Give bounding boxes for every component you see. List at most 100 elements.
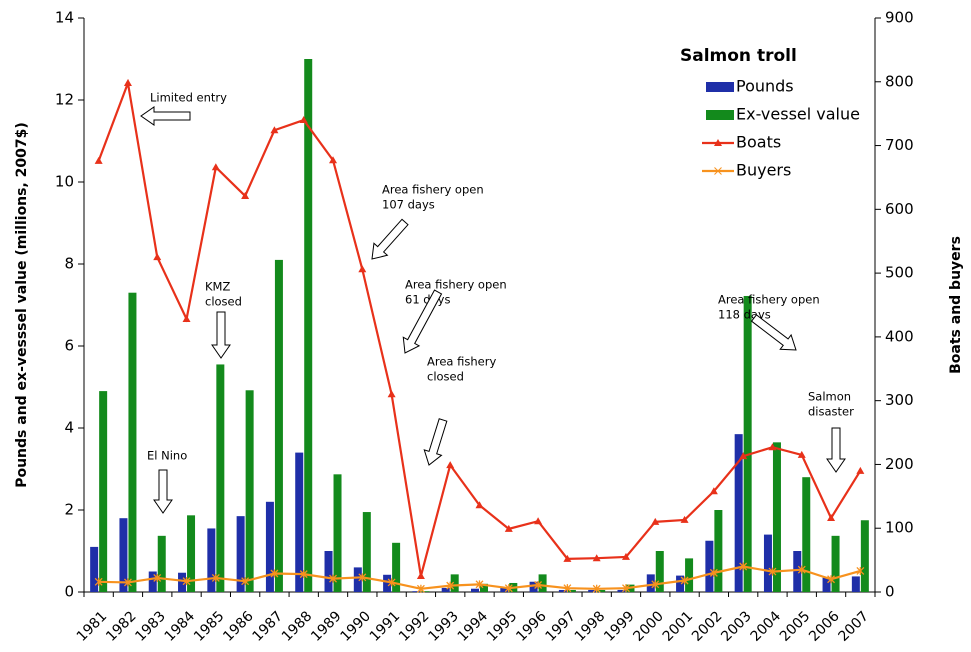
x-tick-label: 1992 (396, 608, 433, 645)
bar (99, 391, 108, 592)
marker (651, 517, 660, 525)
bar (793, 551, 802, 592)
x-tick-label: 1997 (543, 608, 580, 645)
marker (211, 573, 220, 582)
x-tick-label: 1993 (425, 608, 462, 645)
bar (392, 542, 401, 592)
bar (90, 546, 99, 592)
bar (714, 510, 723, 592)
bar (471, 588, 479, 592)
legend-swatch (706, 82, 734, 92)
marker (797, 450, 806, 458)
y-axis-label: Pounds and ex-vesssel value (millions, 2… (14, 122, 30, 488)
annotation: Area fishery open (405, 278, 507, 292)
annotation: El Nino (147, 449, 187, 463)
marker (416, 584, 425, 593)
bar (617, 589, 626, 592)
x-tick-label: 1981 (74, 608, 111, 645)
annotation: closed (427, 370, 464, 384)
marker (621, 552, 630, 560)
bar (655, 551, 664, 592)
y2-tick-label: 300 (885, 391, 914, 409)
marker (211, 163, 220, 171)
bar (178, 572, 187, 592)
y-tick-label: 14 (55, 9, 74, 27)
bar (245, 390, 254, 592)
bar (597, 589, 606, 592)
bar (851, 576, 860, 592)
bar (216, 364, 225, 592)
x-tick-label: 1995 (484, 608, 521, 645)
marker (358, 573, 367, 582)
marker (358, 265, 367, 273)
marker (94, 577, 103, 586)
legend-label: Boats (736, 133, 781, 152)
marker (329, 156, 338, 164)
bar (362, 512, 371, 592)
marker (534, 580, 543, 589)
marker (856, 566, 865, 575)
marker (123, 578, 132, 587)
x-tick-label: 2003 (718, 608, 755, 645)
bar (588, 589, 597, 592)
y-tick-label: 6 (64, 337, 74, 355)
marker (563, 584, 572, 593)
marker (387, 578, 396, 587)
x-tick-label: 1985 (191, 608, 228, 645)
bar (324, 551, 333, 592)
x-tick-label: 1984 (162, 608, 199, 645)
marker (504, 584, 513, 593)
annotation-arrow (402, 289, 443, 354)
x-tick-label: 2005 (777, 608, 814, 645)
x-tick-label: 1983 (132, 608, 169, 645)
marker (182, 577, 191, 586)
annotation: KMZ (205, 280, 230, 294)
legend-marker (714, 167, 722, 175)
marker (856, 466, 865, 474)
x-tick-label: 1988 (279, 608, 316, 645)
y-tick-label: 0 (64, 583, 74, 601)
marker (768, 443, 777, 451)
annotation: 107 days (382, 198, 435, 212)
x-tick-label: 2002 (689, 608, 726, 645)
annotation-arrow (211, 311, 231, 359)
marker (153, 253, 162, 261)
x-tick-label: 1987 (250, 608, 287, 645)
legend-label: Buyers (736, 161, 791, 180)
legend-title: Salmon troll (680, 46, 797, 66)
annotation: disaster (808, 405, 854, 419)
marker (446, 581, 455, 590)
legend-label: Pounds (736, 77, 794, 96)
annotation-arrow (423, 418, 448, 466)
bar (304, 59, 313, 592)
bar (558, 589, 567, 592)
annotation: Area fishery open (718, 293, 820, 307)
bar (353, 567, 362, 592)
bar (743, 295, 752, 592)
marker (123, 79, 132, 87)
y2-tick-label: 100 (885, 519, 914, 537)
marker (329, 574, 337, 583)
annotation: Limited entry (150, 91, 227, 105)
annotation-arrow (371, 218, 409, 260)
y-tick-label: 2 (64, 501, 74, 519)
marker (739, 452, 748, 460)
legend-label: Ex-vessel value (736, 105, 860, 124)
bar (734, 434, 743, 592)
bar (685, 558, 694, 592)
marker (387, 390, 396, 398)
marker (622, 584, 630, 593)
marker (563, 554, 572, 562)
x-tick-label: 1986 (220, 608, 257, 645)
marker (504, 524, 513, 532)
y2-tick-label: 400 (885, 327, 914, 345)
marker (299, 116, 308, 124)
bar (265, 501, 274, 592)
bar (676, 575, 685, 592)
bar (529, 581, 538, 592)
marker (94, 156, 103, 164)
bar (772, 442, 781, 592)
x-tick-label: 1990 (337, 608, 374, 645)
y2-tick-label: 900 (885, 9, 914, 27)
marker (475, 580, 484, 589)
